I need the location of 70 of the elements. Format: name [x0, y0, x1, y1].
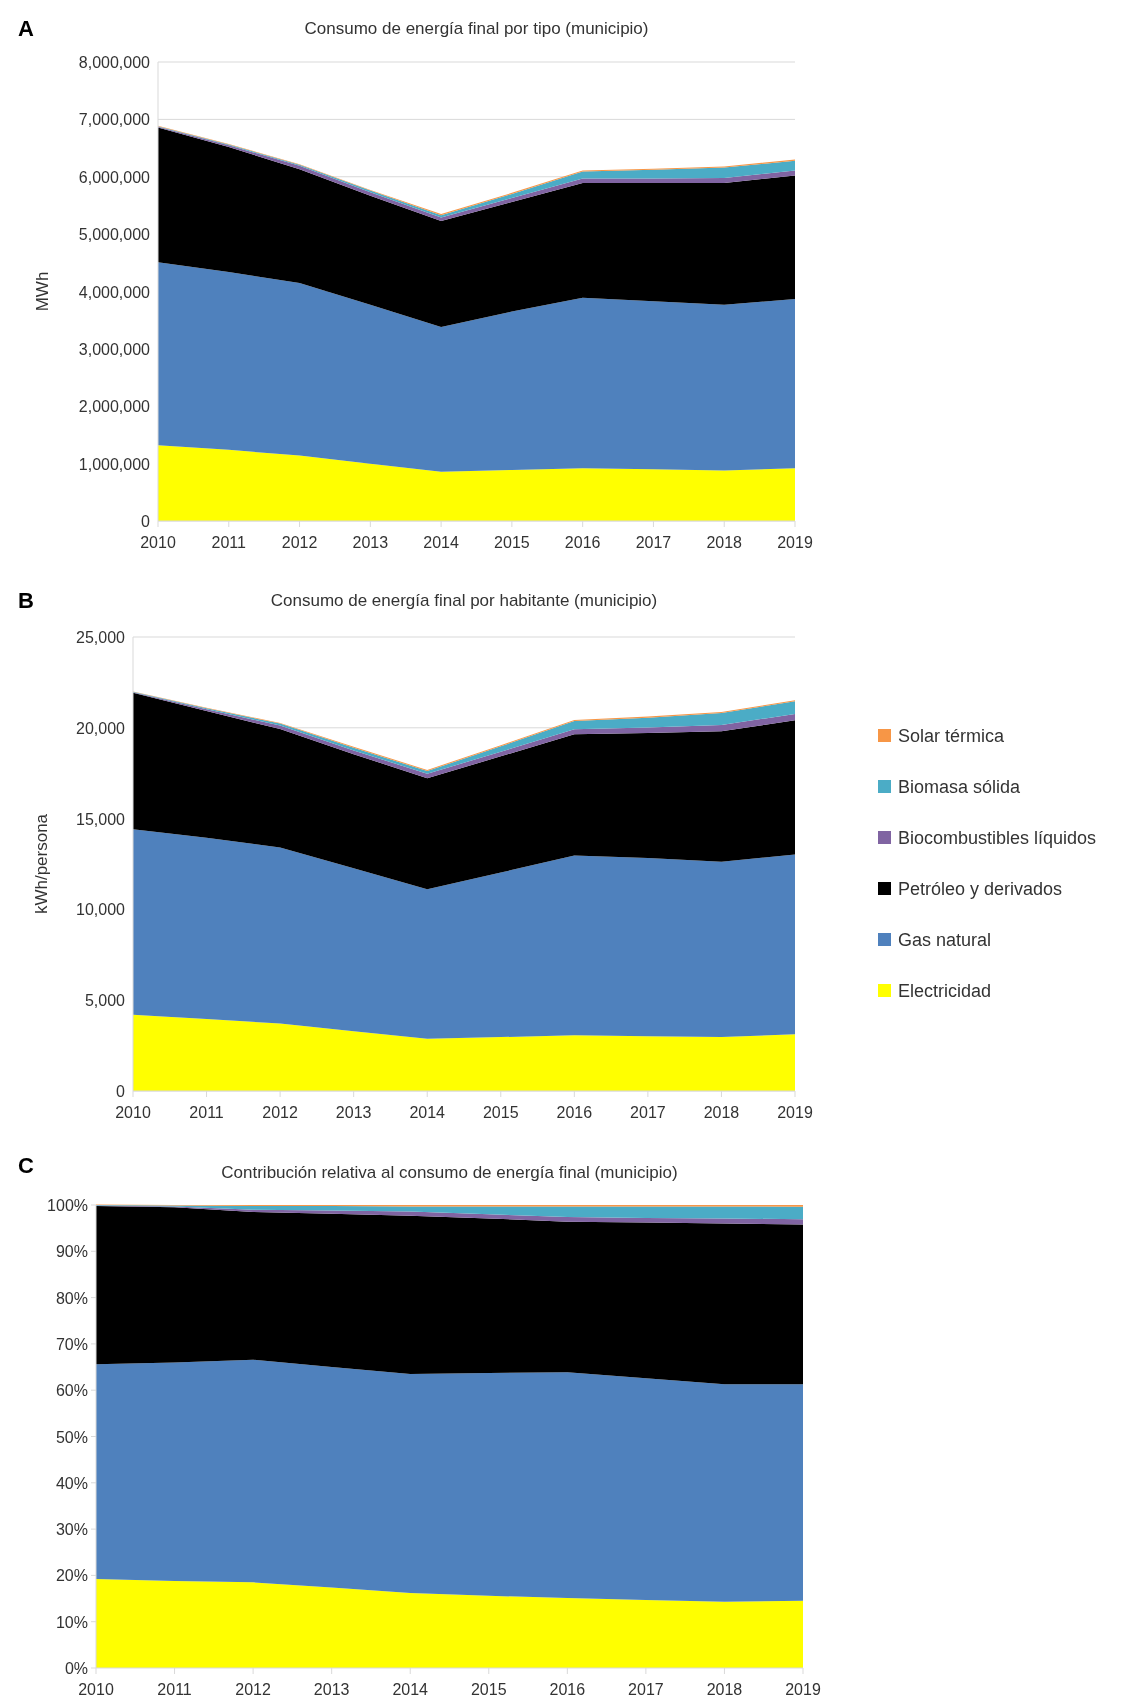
- y-tick-label: 50%: [55, 1428, 88, 1446]
- x-tick-label: 2012: [281, 534, 318, 551]
- y-tick-label: 25,000: [76, 629, 126, 646]
- x-tick-label: 2018: [706, 534, 743, 551]
- y-tick-label: 4,000,000: [78, 283, 151, 301]
- y-tick-label: 8,000,000: [78, 54, 151, 71]
- x-tick-label: 2014: [392, 1681, 429, 1697]
- x-tick-label: 2010: [115, 1104, 151, 1121]
- y-tick-label: 0: [141, 513, 151, 530]
- x-tick-label: 2019: [785, 1681, 821, 1697]
- x-tick-label: 2015: [470, 1681, 507, 1697]
- x-tick-label: 2019: [777, 1104, 813, 1121]
- y-tick-label: 90%: [55, 1243, 88, 1261]
- y-tick-label: 0: [116, 1083, 126, 1100]
- x-tick-label: 2011: [157, 1681, 192, 1697]
- x-tick-label: 2017: [635, 534, 672, 551]
- x-tick-label: 2012: [235, 1681, 272, 1697]
- x-tick-label: 2013: [352, 534, 389, 551]
- legend-label: Gas natural: [898, 930, 992, 950]
- text: B: [18, 588, 34, 613]
- text: A: [18, 16, 34, 41]
- y-tick-label: 100%: [47, 1197, 88, 1214]
- x-tick-label: 2014: [409, 1104, 446, 1121]
- x-tick-label: 2015: [482, 1104, 519, 1121]
- y-tick-label: 7,000,000: [78, 111, 151, 129]
- legend-label: Biocombustibles líquidos: [898, 828, 1097, 848]
- y-tick-label: 15,000: [76, 810, 126, 828]
- x-tick-label: 2017: [630, 1104, 666, 1121]
- y-tick-label: 10%: [55, 1613, 88, 1631]
- y-tick-label: 30%: [55, 1521, 88, 1539]
- x-tick-label: 2017: [628, 1681, 664, 1697]
- y-tick-label: 6,000,000: [78, 168, 151, 186]
- y-tick-label: 80%: [55, 1289, 88, 1307]
- y-tick-label: 1,000,000: [78, 455, 151, 473]
- legend-label: Solar térmica: [898, 726, 1006, 746]
- y-tick-label: 70%: [55, 1335, 88, 1353]
- y-tick-label: 40%: [55, 1474, 88, 1492]
- y-tick-label: 3,000,000: [78, 340, 151, 358]
- x-tick-label: 2012: [262, 1104, 299, 1121]
- legend-label: Electricidad: [898, 981, 992, 1001]
- x-tick-label: 2018: [706, 1681, 743, 1697]
- x-tick-label: 2010: [78, 1681, 114, 1697]
- x-tick-label: 2010: [140, 534, 176, 551]
- y-tick-label: 5,000,000: [78, 226, 151, 244]
- x-tick-label: 2013: [313, 1681, 350, 1697]
- legend-label: Petróleo y derivados: [898, 879, 1063, 899]
- x-tick-label: 2015: [494, 534, 530, 551]
- y-tick-label: 2,000,000: [78, 398, 151, 416]
- x-tick-label: 2019: [777, 534, 813, 551]
- y-tick-label: 10,000: [76, 901, 126, 919]
- y-tick-label: 20%: [55, 1567, 88, 1585]
- y-tick-label: 20,000: [76, 719, 126, 737]
- chart-title: Contribución relativa al consumo de energía final (municipio): [221, 1163, 678, 1182]
- x-tick-label: 2014: [423, 534, 460, 551]
- text: C: [18, 1153, 34, 1178]
- x-tick-label: 2016: [549, 1681, 586, 1697]
- x-tick-label: 2011: [211, 534, 247, 551]
- x-tick-label: 2016: [564, 534, 601, 551]
- legend-label: Biomasa sólida: [898, 777, 1022, 797]
- x-tick-label: 2013: [335, 1104, 372, 1121]
- x-tick-label: 2018: [703, 1104, 740, 1121]
- y-tick-label: 0%: [64, 1660, 88, 1677]
- chart-title: Consumo de energía final por habitante (municipio): [270, 591, 658, 610]
- y-tick-label: 5,000: [84, 992, 126, 1010]
- y-axis-title: MWh: [33, 271, 52, 312]
- y-tick-label: 60%: [55, 1382, 88, 1400]
- x-tick-label: 2016: [556, 1104, 593, 1121]
- chart-title: Consumo de energía final por tipo (municipio): [304, 19, 649, 38]
- x-tick-label: 2011: [189, 1104, 224, 1121]
- y-axis-title: kWh/persona: [32, 813, 51, 915]
